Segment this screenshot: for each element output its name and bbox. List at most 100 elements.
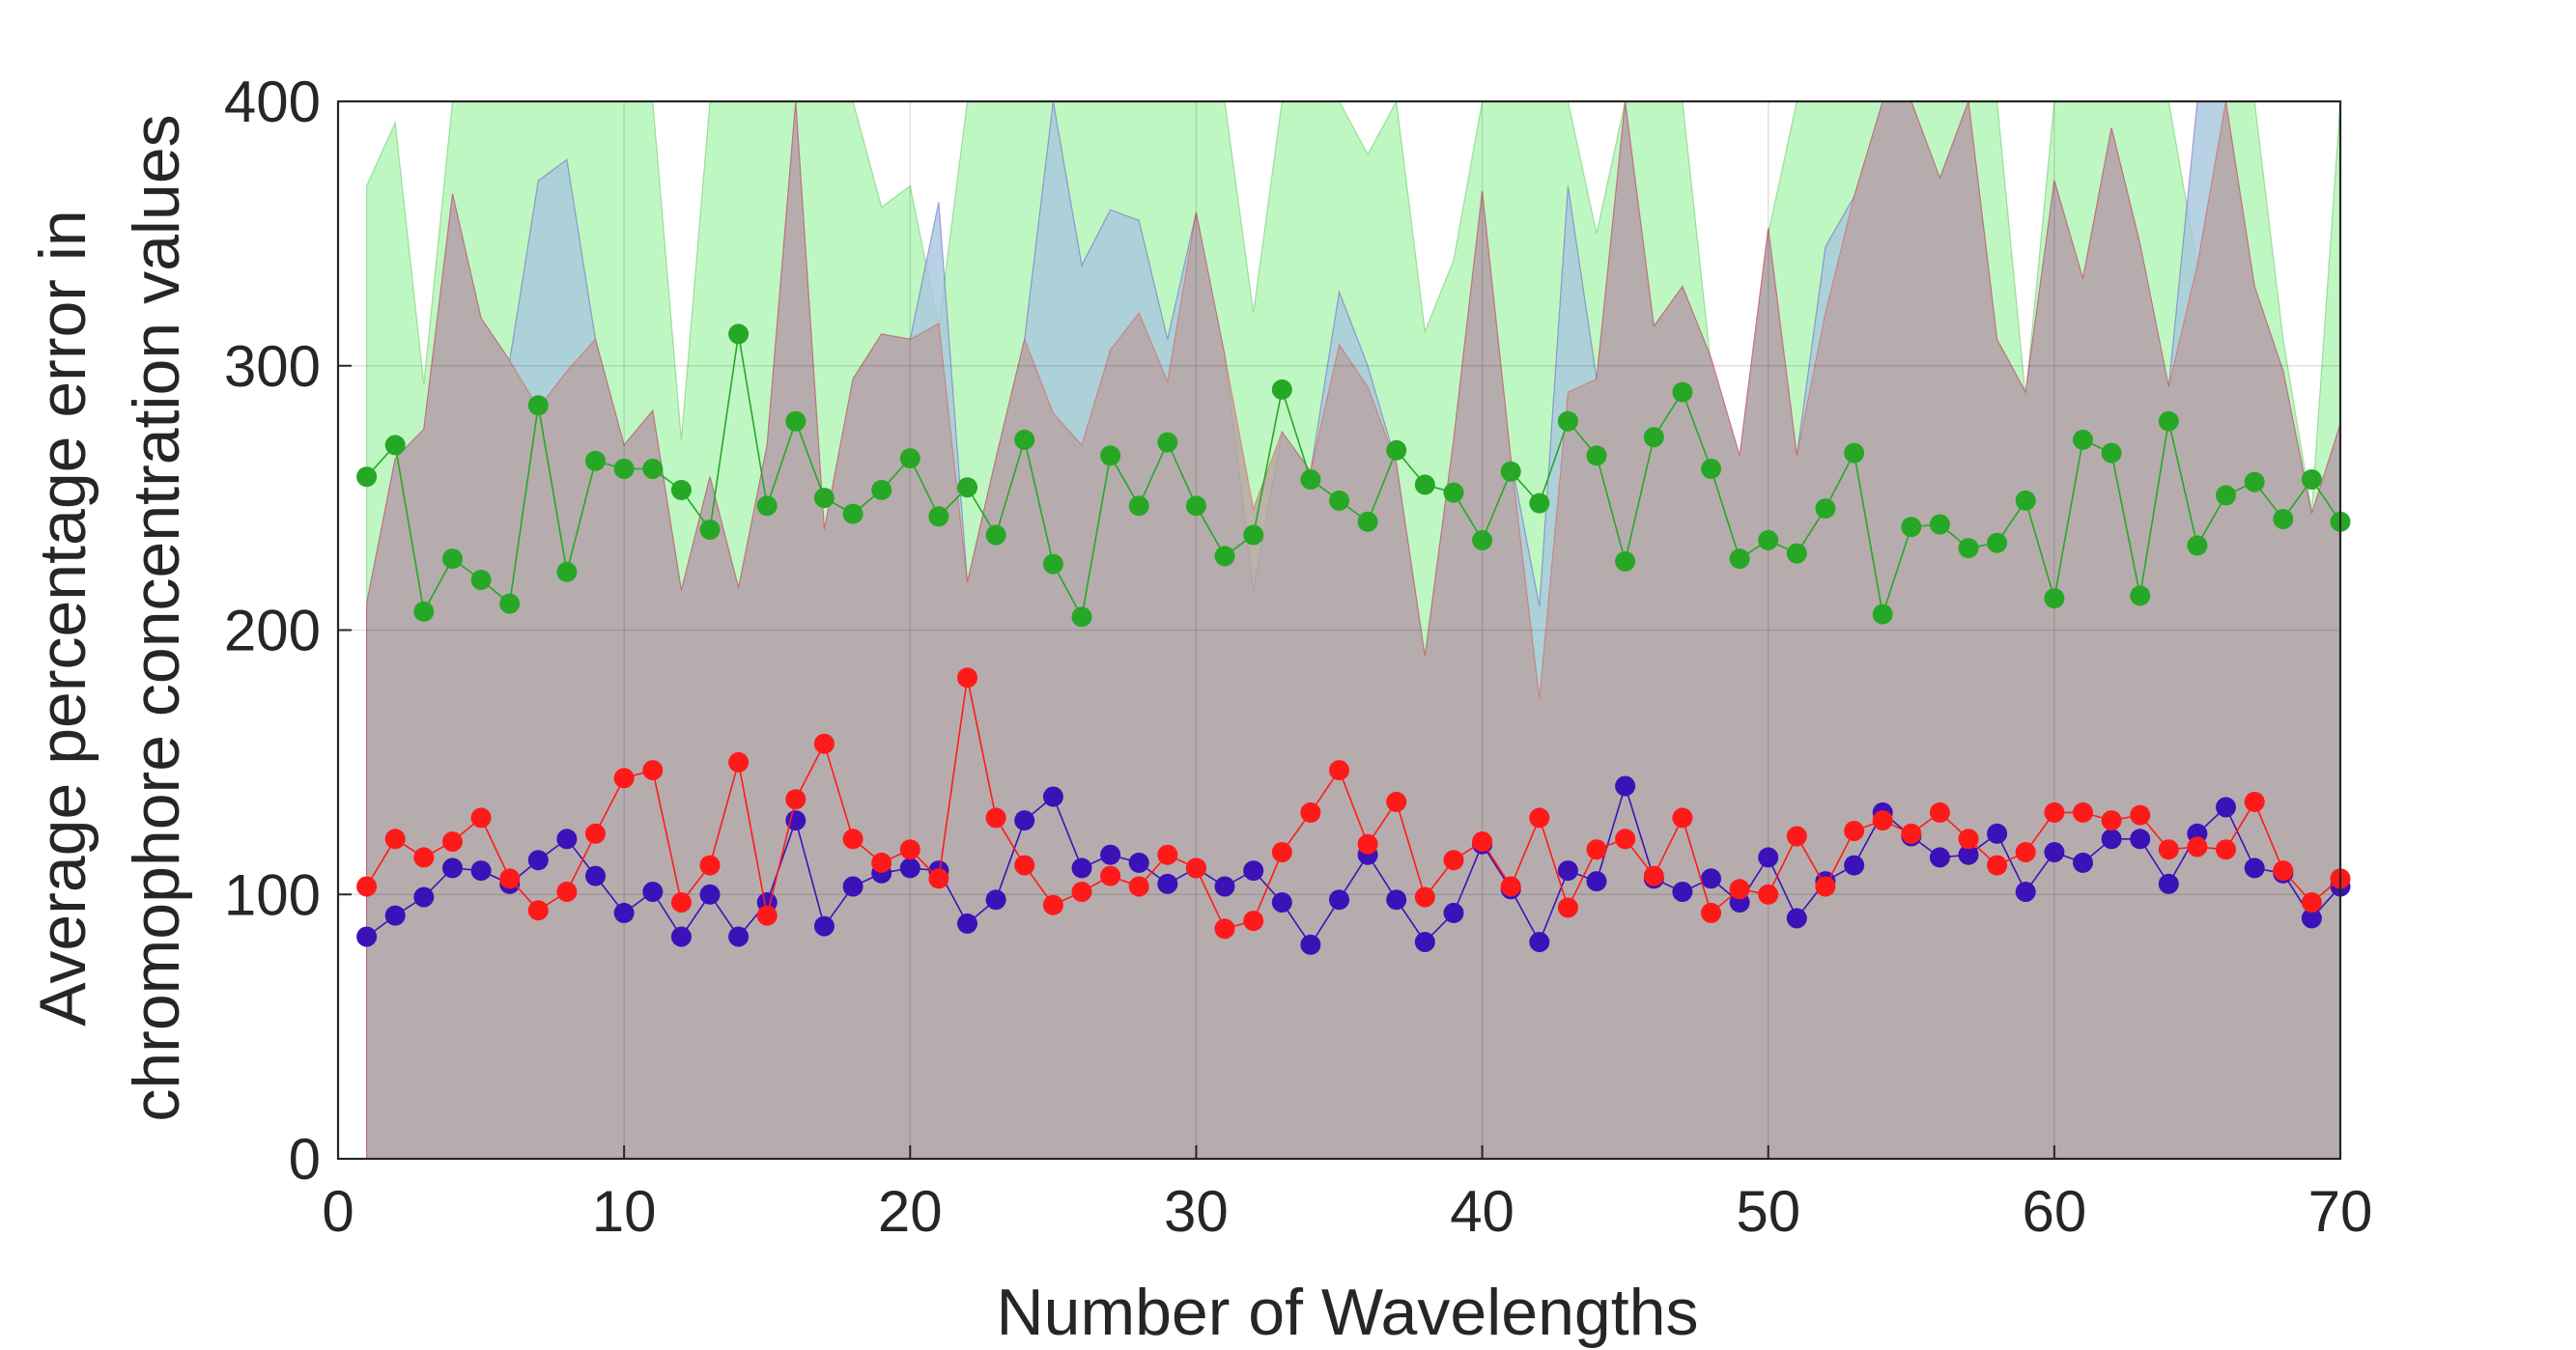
series-3-point [1472,831,1493,852]
series-1-point [1500,461,1521,482]
series-3-point [1672,807,1693,829]
series-1-point [2101,442,2122,464]
series-3-point [1071,882,1092,902]
series-1-point [2015,490,2036,511]
y-tick-label: 100 [224,862,321,927]
series-1-point [1357,511,1378,532]
series-1-point [1014,429,1035,450]
x-tick-label: 40 [1450,1179,1514,1244]
series-3-point [1987,855,2008,876]
series-3-point [670,892,692,913]
series-3-point [1214,918,1235,940]
series-line-3 [365,677,2341,930]
series-3-point [2216,839,2236,860]
series-1-point [470,570,492,590]
series-3-point [413,847,435,868]
series-3-point [1443,850,1464,871]
series-2-point [1758,847,1779,868]
x-tick-label: 70 [2308,1179,2373,1244]
series-1-point [2044,588,2065,609]
spread-band-3 [366,100,2341,1160]
series-2-point [2044,842,2065,862]
series-1-point [699,520,721,540]
series-2-point [613,902,635,923]
series-2-point [899,858,920,879]
series-1-point [356,466,378,488]
y-axis-label-line-2: chromophore concentration values [120,114,193,1121]
series-2-point [1586,871,1607,892]
series-2-point [2244,858,2265,879]
series-1-point [1615,550,1636,572]
series-2-point [957,913,977,934]
series-3-point [899,839,920,860]
series-2-point [442,858,463,879]
series-line-2 [366,783,2341,946]
series-3-point [613,768,635,789]
series-3-point [1300,802,1321,823]
series-2-point [1615,775,1636,797]
series-2-point [2073,852,2093,873]
series-2-point [527,850,549,871]
series-1-point [1557,410,1578,432]
series-3-point [1786,826,1807,847]
series-1-point [2073,429,2093,450]
series-3-point [1529,807,1550,829]
series-3-point [1100,865,1121,886]
series-1-point [2273,509,2294,529]
series-2-point [2216,797,2236,818]
series-2-point [1042,786,1063,807]
series-2-point [1786,908,1807,929]
series-1-point [899,448,920,469]
series-1-point [1329,490,1349,511]
series-3-point [470,807,492,829]
series-1-point [585,450,606,471]
series-3-point [1128,876,1149,897]
series-3-point [1615,829,1636,850]
series-1-point [1214,546,1235,567]
series-2-point [985,889,1006,911]
series-2-point [1557,860,1578,882]
series-1-point [928,506,949,527]
series-3-point [785,789,807,810]
series-3-point [699,855,721,876]
series-1-point [1386,439,1407,461]
series-2-point [1329,889,1349,911]
series-2-point [1844,855,1865,876]
series-2-point [728,926,750,947]
series-1-point [413,601,435,622]
series-1-point [1958,538,1979,559]
series-3-point [1557,897,1578,918]
series-2-point [842,876,863,897]
series-3-point [1500,876,1521,897]
series-3-point [1929,802,1950,823]
series-2-point [356,926,378,947]
series-3-point [2244,791,2265,812]
series-3-point [556,882,578,902]
series-3-point [2187,836,2208,858]
x-tick-label: 10 [592,1179,657,1244]
series-2-point [670,926,692,947]
series-2-point [1128,852,1149,873]
series-1-point [1243,524,1264,546]
series-2-point [1014,810,1035,831]
x-tick-label: 50 [1736,1179,1800,1244]
series-1-point [527,395,549,416]
area-layer [366,99,2341,1160]
series-1-point [2216,485,2236,506]
series-2-point [1443,902,1464,923]
series-3-point [1844,821,1865,841]
x-tick-label: 30 [1164,1179,1229,1244]
series-2-point [1958,844,1979,865]
series-3-point [1357,833,1378,855]
series-3-point [2015,842,2036,862]
series-2-point [1271,892,1292,913]
series-3-point [2130,804,2151,826]
series-2-point [1243,860,1264,882]
series-2-point [1214,876,1235,897]
series-3-point [2044,802,2065,823]
series-3-point [1872,810,1893,831]
series-2-point [1701,868,1721,889]
series-3-point [728,751,750,773]
series-1-point [1872,604,1893,625]
series-1-point [871,479,892,500]
